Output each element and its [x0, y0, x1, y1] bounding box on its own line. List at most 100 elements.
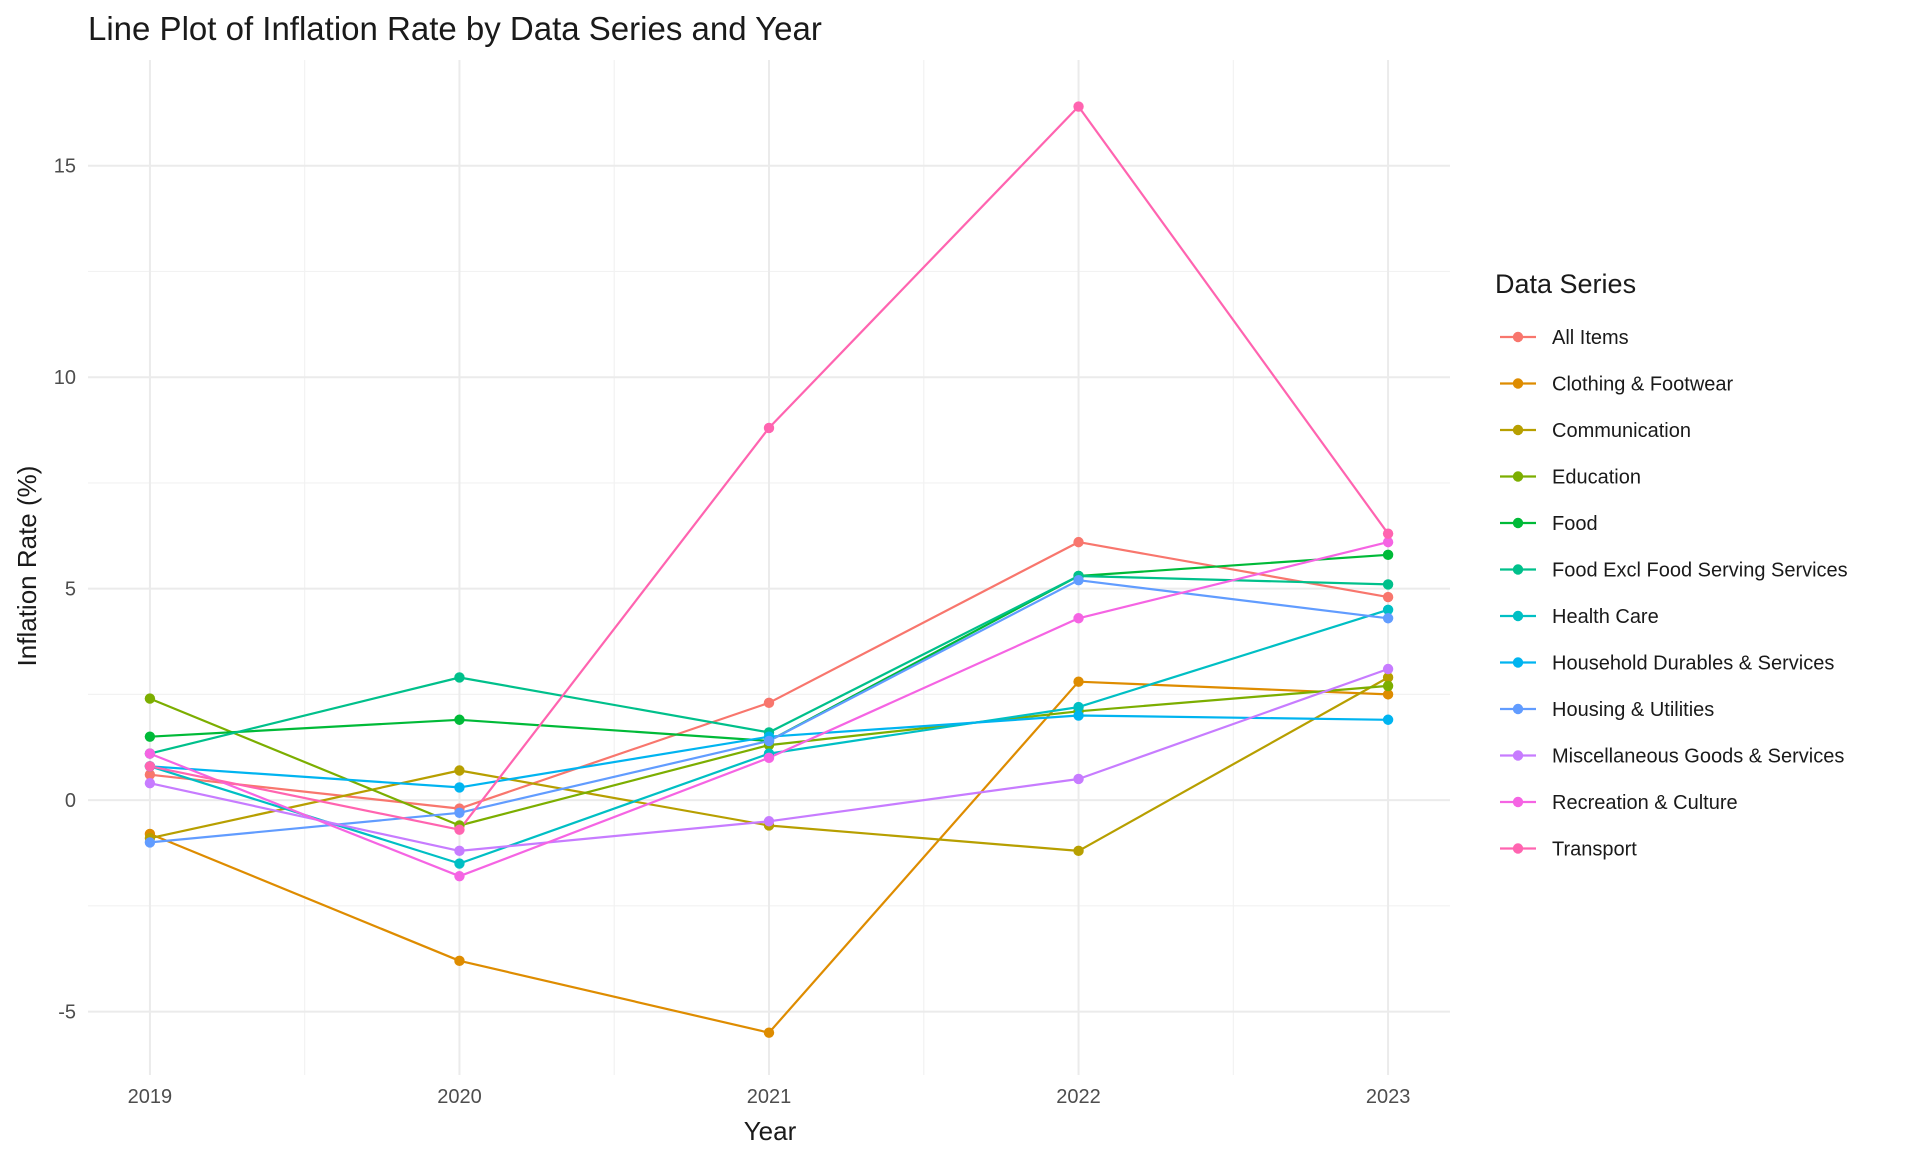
- legend-item: Food: [1500, 513, 1598, 535]
- data-point: [144, 731, 156, 742]
- legend-item: All Items: [1500, 327, 1629, 349]
- data-point: [1382, 549, 1394, 561]
- legend-item: Communication: [1500, 420, 1691, 442]
- legend-key-point: [1512, 424, 1524, 436]
- data-point: [1382, 714, 1394, 725]
- data-point: [1382, 663, 1394, 675]
- data-point: [1073, 676, 1084, 687]
- x-tick-label: 2021: [747, 1086, 792, 1108]
- data-point: [1073, 710, 1084, 721]
- legend-label: Communication: [1552, 420, 1691, 442]
- data-point: [763, 697, 775, 709]
- legend-item: Housing & Utilities: [1500, 699, 1714, 721]
- data-point: [144, 693, 156, 704]
- data-point: [1382, 579, 1394, 590]
- legend-label: Food: [1552, 513, 1598, 535]
- legend-title: Data Series: [1495, 269, 1636, 299]
- legend-label: Health Care: [1552, 606, 1659, 628]
- data-point: [1382, 613, 1394, 624]
- legend-key-point: [1512, 843, 1524, 854]
- legend-label: Transport: [1552, 839, 1637, 861]
- data-point: [1382, 591, 1394, 603]
- data-point: [1073, 613, 1084, 624]
- y-tick-label: 0: [65, 790, 76, 812]
- x-tick-label: 2023: [1366, 1086, 1411, 1108]
- legend: Data Series All Items Clothing & Footwear…: [1495, 269, 1848, 861]
- y-tick-label: -5: [58, 1002, 76, 1024]
- legend-item: Education: [1500, 467, 1641, 489]
- data-point: [1073, 101, 1084, 112]
- data-point: [454, 765, 465, 776]
- data-point: [144, 761, 156, 772]
- data-point: [454, 824, 465, 835]
- legend-label: Recreation & Culture: [1552, 792, 1738, 814]
- legend-item: Food Excl Food Serving Services: [1500, 560, 1848, 582]
- data-point: [454, 955, 465, 967]
- legend-key-point: [1512, 331, 1524, 343]
- legend-item: Health Care: [1500, 606, 1659, 628]
- x-axis-title: Year: [744, 1116, 797, 1146]
- x-tick-label: 2020: [437, 1086, 482, 1108]
- data-point: [454, 871, 465, 882]
- legend-item: Recreation & Culture: [1500, 792, 1738, 814]
- data-point: [1382, 689, 1394, 700]
- data-point: [763, 735, 775, 747]
- legend-key-point: [1512, 796, 1524, 808]
- legend-item: Miscellaneous Goods & Services: [1500, 746, 1844, 768]
- data-point: [1382, 536, 1394, 548]
- data-point: [1382, 528, 1394, 539]
- legend-key-point: [1512, 517, 1524, 529]
- legend-label: Clothing & Footwear: [1552, 374, 1734, 396]
- chart-title: Line Plot of Inflation Rate by Data Seri…: [88, 10, 822, 47]
- series-points: [144, 101, 1394, 1038]
- data-point: [144, 769, 156, 780]
- legend-label: Food Excl Food Serving Services: [1552, 560, 1848, 582]
- x-tick-label: 2019: [128, 1086, 173, 1108]
- y-axis-title: Inflation Rate (%): [12, 466, 42, 667]
- y-tick-label: 10: [54, 367, 76, 389]
- data-point: [763, 752, 775, 764]
- legend-key-point: [1512, 378, 1524, 389]
- data-point: [763, 816, 775, 827]
- data-point: [1073, 845, 1084, 857]
- legend-key-point: [1512, 703, 1524, 715]
- data-point: [454, 845, 465, 857]
- data-point: [1382, 672, 1394, 683]
- data-point: [1073, 773, 1084, 785]
- data-point: [763, 1027, 775, 1038]
- legend-key-point: [1512, 657, 1524, 668]
- legend-label: All Items: [1552, 327, 1629, 349]
- legend-item: Transport: [1500, 839, 1637, 861]
- legend-label: Education: [1552, 467, 1641, 489]
- data-point: [144, 777, 156, 789]
- y-axis-tick-labels: -5 0 5 10 15: [54, 156, 76, 1024]
- data-point: [1073, 701, 1084, 713]
- data-point: [1382, 680, 1394, 692]
- data-point: [763, 422, 775, 434]
- x-tick-label: 2022: [1056, 1086, 1101, 1108]
- y-tick-label: 5: [65, 579, 76, 601]
- data-point: [454, 782, 465, 793]
- data-point: [454, 858, 465, 869]
- data-point: [1382, 604, 1394, 615]
- data-point: [144, 837, 156, 848]
- legend-label: Household Durables & Services: [1552, 653, 1834, 675]
- x-axis-tick-labels: 2019 2020 2021 2022 2023: [128, 1086, 1411, 1108]
- data-point: [454, 807, 465, 818]
- data-point: [454, 672, 465, 683]
- legend-key-point: [1512, 610, 1524, 622]
- legend-key-point: [1512, 564, 1524, 575]
- legend-key-point: [1512, 750, 1524, 761]
- y-tick-label: 15: [54, 156, 76, 178]
- data-point: [1073, 574, 1084, 586]
- data-point: [144, 748, 156, 759]
- legend-label: Housing & Utilities: [1552, 699, 1714, 721]
- data-point: [1073, 536, 1084, 548]
- data-point: [454, 714, 465, 725]
- legend-item: Clothing & Footwear: [1500, 374, 1734, 396]
- legend-key-point: [1512, 471, 1524, 482]
- legend-label: Miscellaneous Goods & Services: [1552, 746, 1844, 768]
- major-gridlines: [88, 60, 1450, 1075]
- legend-item: Household Durables & Services: [1500, 653, 1834, 675]
